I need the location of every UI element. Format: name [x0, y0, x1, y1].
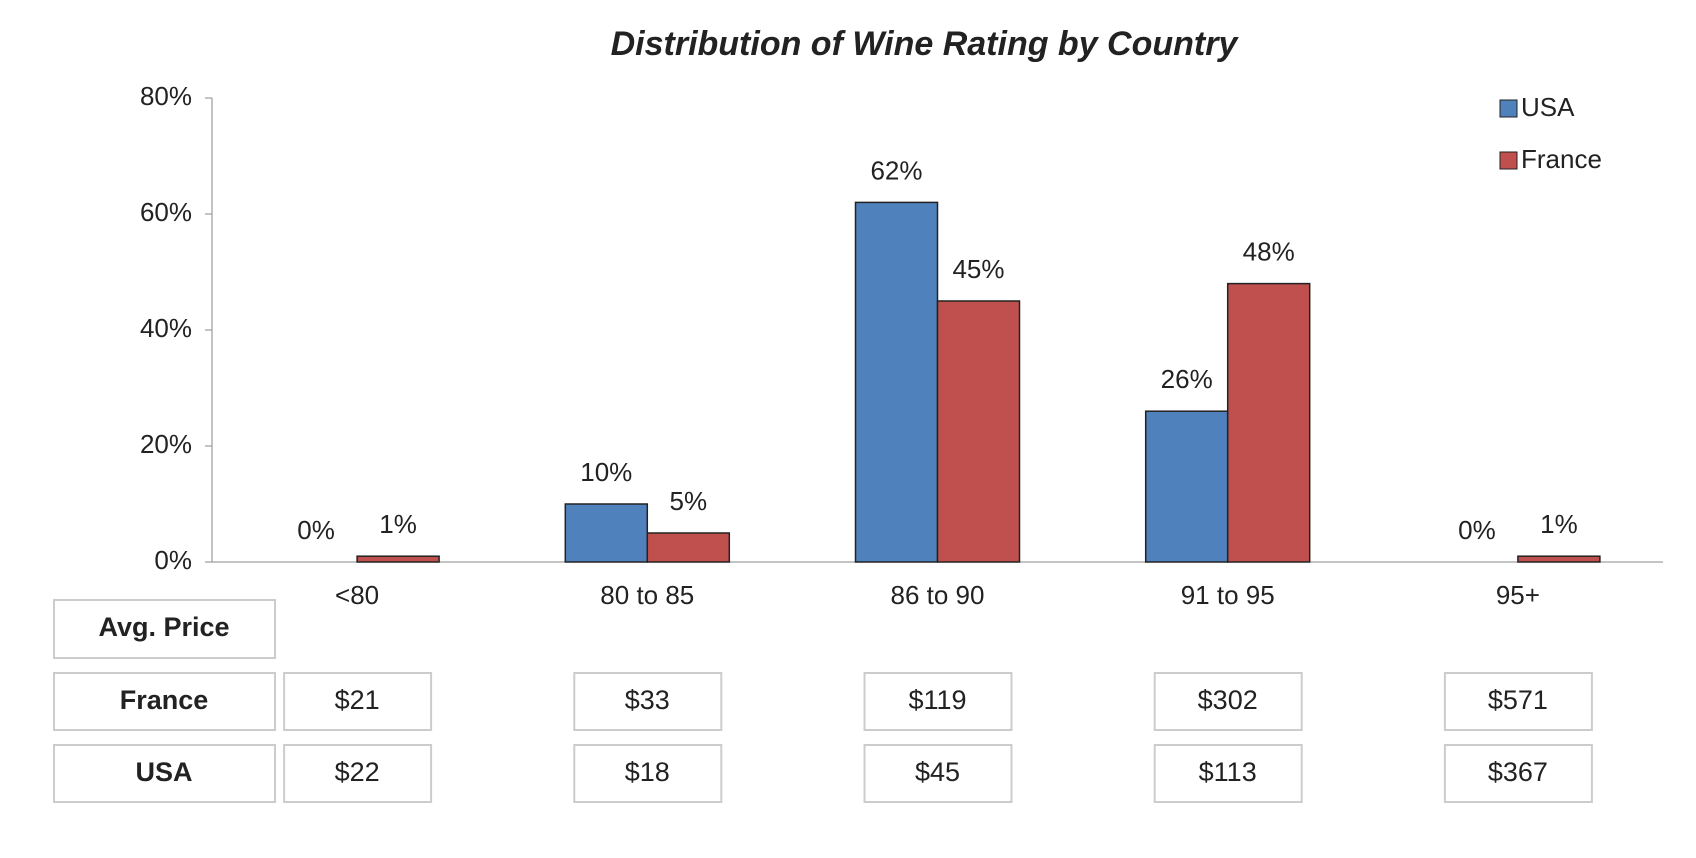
x-tick-label: 95+ [1496, 580, 1540, 610]
table-cell [283, 744, 433, 803]
legend-swatch [1499, 151, 1518, 170]
value-label: 0% [1458, 515, 1496, 545]
value-label: 10% [580, 457, 632, 487]
price-cell: $119 [908, 685, 966, 715]
x-tick-label: <80 [335, 580, 379, 610]
price-cell: $113 [1199, 757, 1257, 787]
y-tick-label: 40% [140, 313, 192, 343]
bar [1517, 555, 1601, 563]
value-label: 5% [670, 486, 708, 516]
legend-label: France [1521, 144, 1602, 174]
price-cell: $45 [915, 757, 960, 787]
table-cell [53, 599, 276, 659]
row-label: USA [135, 757, 192, 787]
price-cell: $33 [625, 685, 670, 715]
price-cell: $571 [1488, 685, 1548, 715]
y-tick-label: 80% [140, 81, 192, 111]
bar [356, 555, 440, 563]
table-cell [53, 744, 276, 803]
x-tick-label: 86 to 90 [891, 580, 985, 610]
y-tick-label: 60% [140, 197, 192, 227]
value-label: 1% [1540, 509, 1578, 539]
table-cell [863, 744, 1013, 803]
bar [854, 201, 939, 563]
y-tick-label: 0% [154, 545, 192, 575]
value-label: 26% [1161, 364, 1213, 394]
x-tick-label: 80 to 85 [600, 580, 694, 610]
price-cell: $22 [335, 757, 380, 787]
value-label: 62% [870, 155, 922, 185]
table-cell [1443, 744, 1593, 803]
table-cell [53, 672, 276, 731]
table-cell [573, 744, 723, 803]
price-cell: $18 [625, 757, 670, 787]
bar [646, 532, 731, 563]
price-cell: $367 [1488, 757, 1548, 787]
table-cell [1153, 744, 1303, 803]
y-tick-label: 20% [140, 429, 192, 459]
table-cell [573, 672, 723, 731]
bar [936, 300, 1021, 563]
chart-title: Distribution of Wine Rating by Country [611, 25, 1240, 63]
value-label: 48% [1243, 236, 1295, 266]
bar [1226, 282, 1311, 563]
bar [564, 503, 649, 563]
value-label: 1% [379, 509, 417, 539]
value-label: 0% [297, 515, 335, 545]
row-label: France [120, 685, 209, 715]
bar [1144, 410, 1229, 563]
table-cell [1443, 672, 1593, 731]
price-cell: $21 [335, 685, 380, 715]
value-label: 45% [952, 254, 1004, 284]
x-tick-label: 91 to 95 [1181, 580, 1275, 610]
legend-swatch [1499, 99, 1518, 118]
table-cell [1153, 672, 1303, 731]
price-cell: $302 [1198, 685, 1258, 715]
table-cell [283, 672, 433, 731]
legend-label: USA [1521, 92, 1575, 122]
table-header: Avg. Price [98, 612, 229, 642]
table-cell [863, 672, 1013, 731]
